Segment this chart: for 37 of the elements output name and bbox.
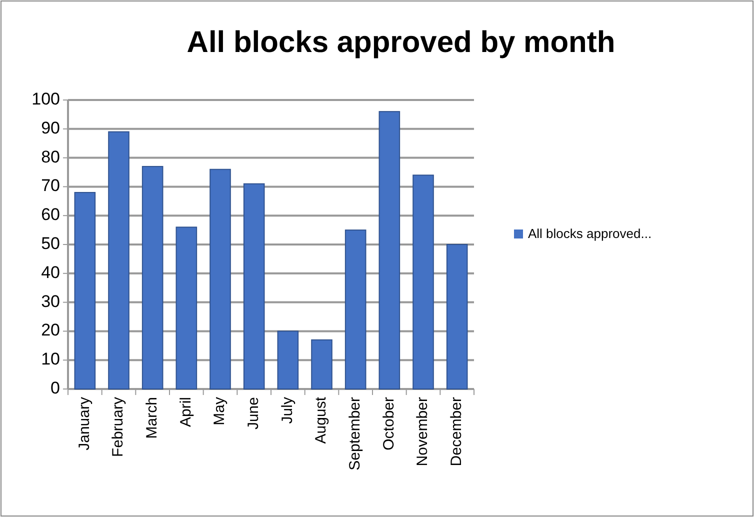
x-tick-label: June	[245, 397, 262, 430]
y-tick-label: 70	[41, 176, 60, 196]
bar	[378, 111, 400, 390]
x-tick-label: October	[380, 397, 398, 450]
bar	[412, 174, 434, 390]
x-tick-label: April	[177, 397, 194, 428]
bar	[210, 168, 231, 390]
x-tick-label: January	[76, 396, 93, 450]
x-tick-label: May	[211, 396, 228, 426]
x-tick-label: July	[278, 396, 296, 424]
x-tick-label: November	[414, 397, 432, 466]
x-tick-label: September	[346, 396, 364, 470]
bar	[74, 192, 96, 390]
y-tick-label: 0	[50, 378, 60, 398]
y-tick-label: 60	[41, 205, 60, 224]
y-tick-label: 30	[41, 292, 60, 311]
x-tick-label: August	[312, 396, 330, 444]
bar	[108, 131, 130, 390]
y-tick-label: 40	[41, 262, 60, 282]
y-tick-label: 90	[41, 118, 60, 138]
y-tick-label: 50	[41, 234, 60, 253]
bar	[243, 183, 265, 390]
bar	[277, 330, 299, 390]
y-tick-label: 100	[32, 89, 60, 108]
bar	[344, 230, 366, 390]
legend-label: All blocks approved...	[528, 226, 652, 241]
y-tick-label: 80	[41, 147, 60, 166]
bar	[446, 244, 468, 390]
chart-title: All blocks approved by month	[186, 26, 616, 59]
bar	[311, 339, 332, 390]
x-tick-label: March	[144, 397, 161, 439]
x-tick-label: February	[110, 396, 127, 458]
y-tick-label: 10	[41, 350, 60, 369]
x-tick-label: December	[448, 397, 466, 466]
y-tick-label: 20	[41, 320, 60, 340]
bar	[176, 226, 198, 390]
bar	[142, 166, 164, 390]
